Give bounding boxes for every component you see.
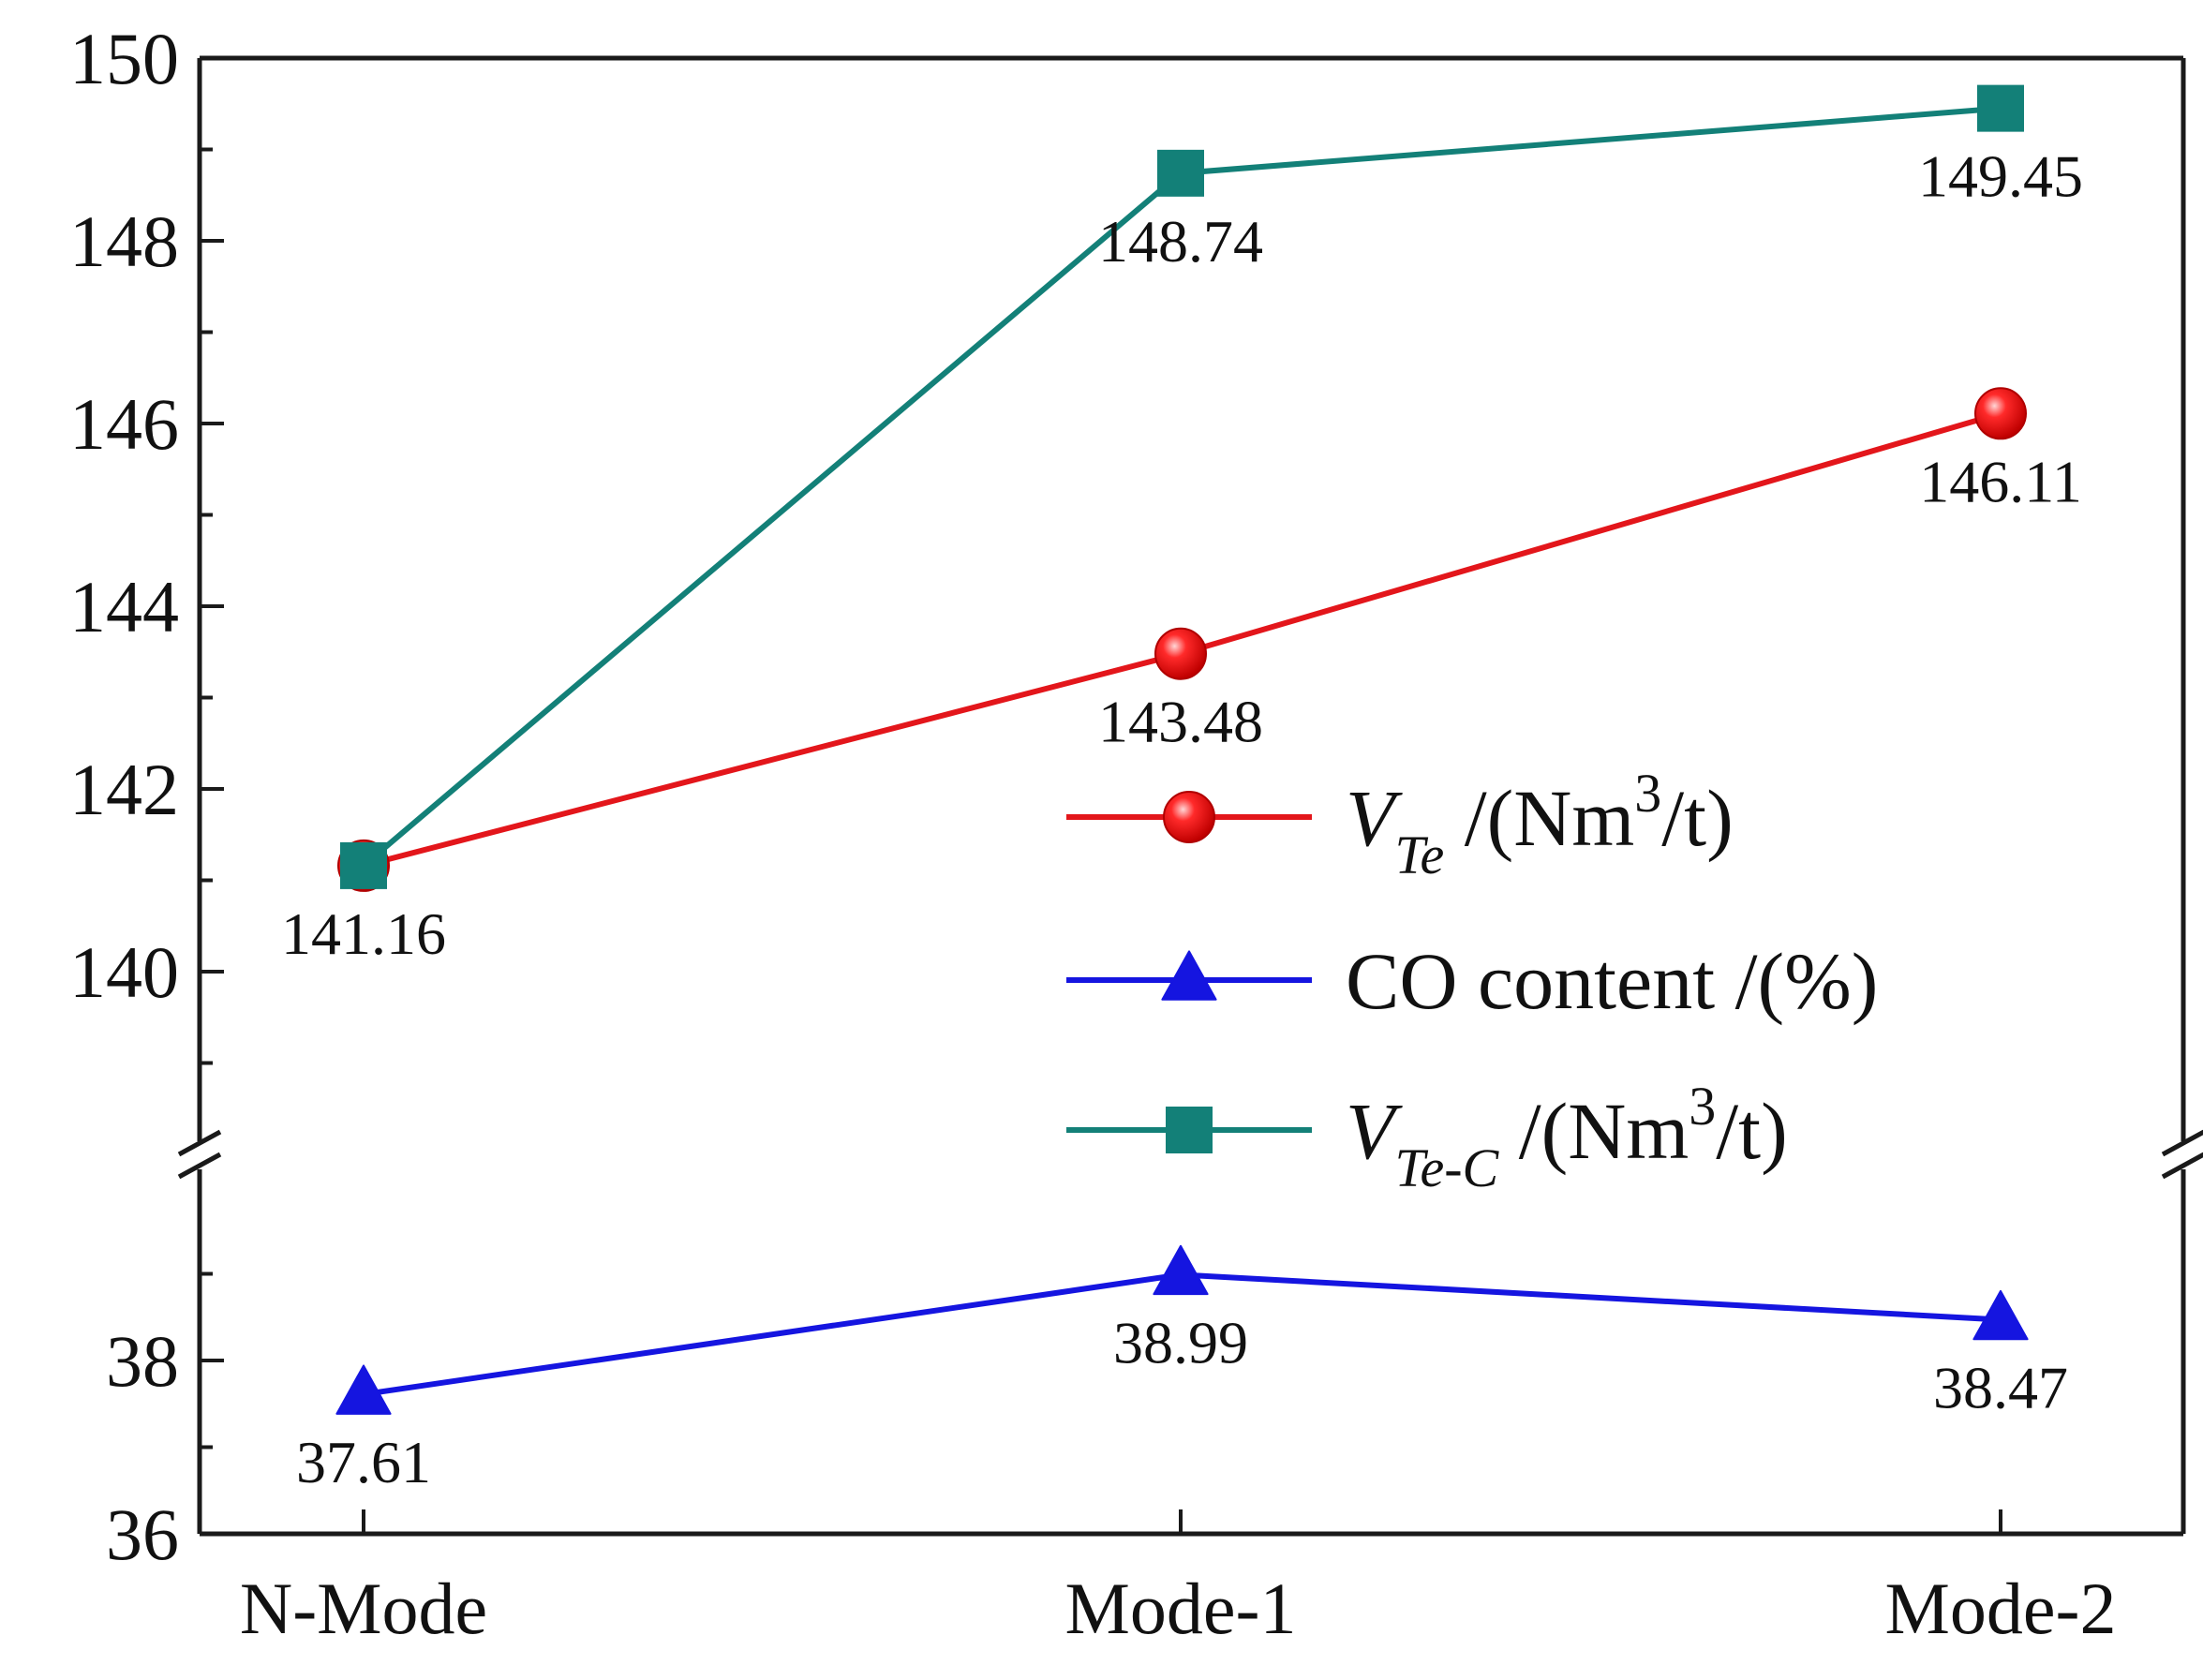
legend-unit: /t)	[1661, 773, 1733, 863]
marker-co	[1153, 1244, 1209, 1296]
marker-co	[335, 1364, 392, 1415]
legend-unit: /(Nm	[1498, 1086, 1689, 1176]
x-tick-label: N-Mode	[240, 1568, 487, 1649]
axis-break-mark-right	[2161, 1152, 2203, 1180]
y-tick-label: 148	[69, 201, 179, 282]
legend-label-co: CO content /(%)	[1346, 936, 1878, 1026]
x-tick-label: Mode-2	[1885, 1568, 2117, 1649]
marker-co	[1972, 1289, 2029, 1341]
data-label-co: 37.61	[296, 1429, 431, 1495]
legend-subscript: Te	[1395, 825, 1445, 885]
y-tick-label: 144	[69, 566, 179, 647]
series-group	[335, 84, 2029, 1415]
data-label-vte: 146.11	[1919, 448, 2082, 514]
legend-marker-vte	[1163, 791, 1215, 843]
legend-unit: /t)	[1716, 1086, 1787, 1176]
axis-break-mark-left	[177, 1129, 222, 1157]
legend-marker-vtec	[1166, 1107, 1213, 1153]
legend-superscript: 3	[1689, 1076, 1716, 1137]
data-label-vtec: 148.74	[1098, 208, 1263, 275]
y-tick-label: 146	[69, 383, 179, 465]
data-label-co: 38.47	[1933, 1355, 2068, 1421]
legend-subscript: Te-C	[1395, 1137, 1500, 1198]
legend-unit: /(Nm	[1444, 773, 1634, 863]
legend-label-vte: VTe /(Nm3/t)	[1346, 763, 1734, 885]
y-tick-label: 36	[106, 1494, 179, 1575]
marker-vtec	[1157, 149, 1204, 197]
marker-vte	[1974, 387, 2027, 440]
data-labels: 37.61 38.99 38.47 143.48 146.11 141.16 148.74 1…	[281, 143, 2083, 1495]
y-tick-label: 142	[69, 749, 179, 830]
legend-superscript: 3	[1634, 763, 1661, 824]
data-label-vte: 143.48	[1098, 689, 1263, 755]
marker-vte	[1154, 627, 1207, 680]
legend: VTe /(Nm3/t)CO content /(%)VTe-C /(Nm3/t…	[1066, 763, 1878, 1198]
data-label-vtec: 149.45	[1918, 143, 2083, 210]
axis-break-mark-right	[2161, 1129, 2203, 1157]
marker-vtec	[1977, 84, 2024, 132]
legend-var: V	[1346, 773, 1403, 863]
y-tick-label: 140	[69, 931, 179, 1013]
data-label-co: 38.99	[1113, 1309, 1248, 1375]
legend-var: V	[1346, 1086, 1403, 1176]
axis-break-mark-left	[177, 1152, 222, 1180]
legend-marker-co	[1161, 950, 1217, 1001]
ticks: 140 142 144 146 148 150 36 38 N-Mode Mode-1 Mode-2	[69, 18, 2116, 1649]
x-tick-label: Mode-1	[1065, 1568, 1297, 1649]
legend-label-vtec: VTe-C /(Nm3/t)	[1346, 1076, 1788, 1198]
y-tick-label: 150	[69, 18, 179, 99]
data-label-vtec: 141.16	[281, 900, 446, 967]
axes	[177, 55, 2203, 1537]
y-tick-label: 38	[106, 1320, 179, 1402]
marker-vtec	[340, 841, 387, 889]
